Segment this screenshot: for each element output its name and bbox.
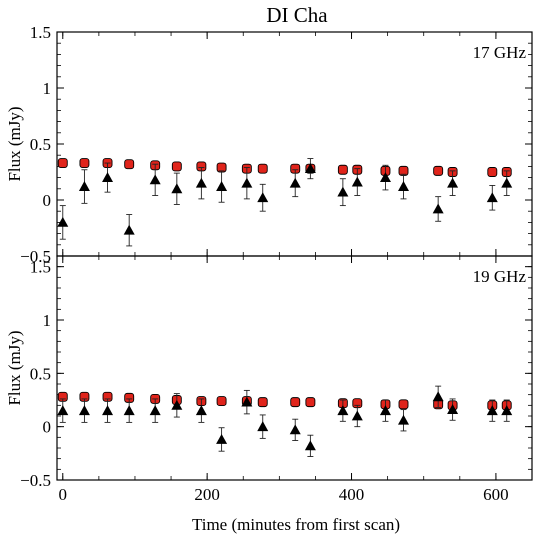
- chart-title: DI Cha: [266, 3, 328, 27]
- triangle-point: [351, 176, 363, 187]
- plot-frame: [56, 31, 533, 257]
- circle-point: [124, 159, 135, 170]
- triangle-point: [501, 177, 513, 188]
- y-tick-label: 0.5: [30, 135, 51, 154]
- triangle-point: [432, 203, 444, 214]
- circle-point: [79, 158, 90, 168]
- y-tick-label: 1.5: [30, 23, 51, 42]
- x-tick-label: 400: [339, 485, 365, 504]
- y-tick-label: 1.5: [30, 258, 51, 277]
- x-tick-label: 0: [59, 485, 68, 504]
- triangle-point: [149, 174, 161, 185]
- triangle-point: [102, 172, 114, 182]
- triangle-point: [57, 405, 69, 416]
- triangle-point: [289, 424, 301, 435]
- y-tick-label: 1: [43, 79, 52, 98]
- triangle-point: [432, 391, 444, 402]
- frequency-label: 17 GHz: [473, 43, 527, 62]
- triangle-point: [337, 186, 349, 197]
- triangle-point: [216, 433, 228, 444]
- panel-17ghz: −0.5 0 0.5 1 1.5 Flux (mJy) 17 GHz: [5, 23, 533, 266]
- y-tick-label: 0.5: [30, 364, 51, 383]
- x-axis-label: Time (minutes from first scan): [192, 515, 400, 534]
- frequency-label: 19 GHz: [473, 267, 527, 286]
- triangle-point: [257, 192, 269, 203]
- plot-frame: [56, 255, 533, 481]
- triangle-point: [78, 405, 90, 416]
- triangle-point: [398, 414, 410, 425]
- triangle-point: [486, 405, 498, 416]
- triangle-point: [379, 405, 391, 416]
- x-tick-label: 600: [483, 485, 509, 504]
- triangle-point: [171, 399, 183, 410]
- circle-point: [257, 163, 268, 174]
- triangle-point: [171, 183, 183, 194]
- y-tick-label: −0.5: [20, 247, 51, 266]
- triangle-point: [289, 177, 301, 188]
- triangle-point: [398, 181, 410, 191]
- triangle-point: [351, 410, 363, 421]
- triangle-point: [501, 405, 513, 416]
- y-axis-label: Flux (mJy): [5, 106, 24, 181]
- triangle-point: [257, 421, 269, 432]
- triangle-point: [102, 405, 114, 416]
- triangle-point: [379, 172, 391, 182]
- triangle-point: [486, 192, 498, 203]
- triangle-point: [123, 405, 135, 416]
- circle-point: [290, 397, 301, 408]
- triangle-point: [447, 404, 459, 414]
- y-tick-label: 1: [43, 311, 52, 330]
- y-tick-label: 0: [43, 191, 52, 210]
- triangle-point: [337, 405, 349, 416]
- circle-point: [433, 165, 444, 176]
- circle-point: [57, 158, 68, 168]
- y-tick-label: 0: [43, 418, 52, 437]
- y-tick-label: −0.5: [20, 471, 51, 490]
- triangle-point: [195, 405, 207, 416]
- triangle-point: [78, 181, 90, 191]
- triangle-point: [216, 181, 228, 191]
- triangle-point: [241, 396, 253, 407]
- y-axis-label: Flux (mJy): [5, 330, 24, 405]
- triangle-point: [447, 177, 459, 188]
- circle-point: [337, 164, 348, 175]
- triangle-point: [195, 177, 207, 188]
- circle-point: [305, 397, 316, 408]
- circle-point: [398, 399, 409, 410]
- circle-point: [487, 167, 498, 177]
- circle-point: [216, 396, 227, 407]
- circle-point: [171, 161, 182, 172]
- triangle-point: [304, 440, 316, 451]
- triangle-point: [57, 216, 69, 227]
- triangle-point: [241, 177, 253, 188]
- triangle-point: [123, 224, 135, 235]
- x-tick-label: 200: [194, 485, 220, 504]
- circle-point: [257, 397, 268, 408]
- triangle-point: [304, 163, 316, 174]
- panel-19ghz: −0.5 0 0.5 1 1.5 0 200 400 600 Flux (mJy) 19 GHz: [5, 255, 533, 504]
- triangle-point: [149, 405, 161, 416]
